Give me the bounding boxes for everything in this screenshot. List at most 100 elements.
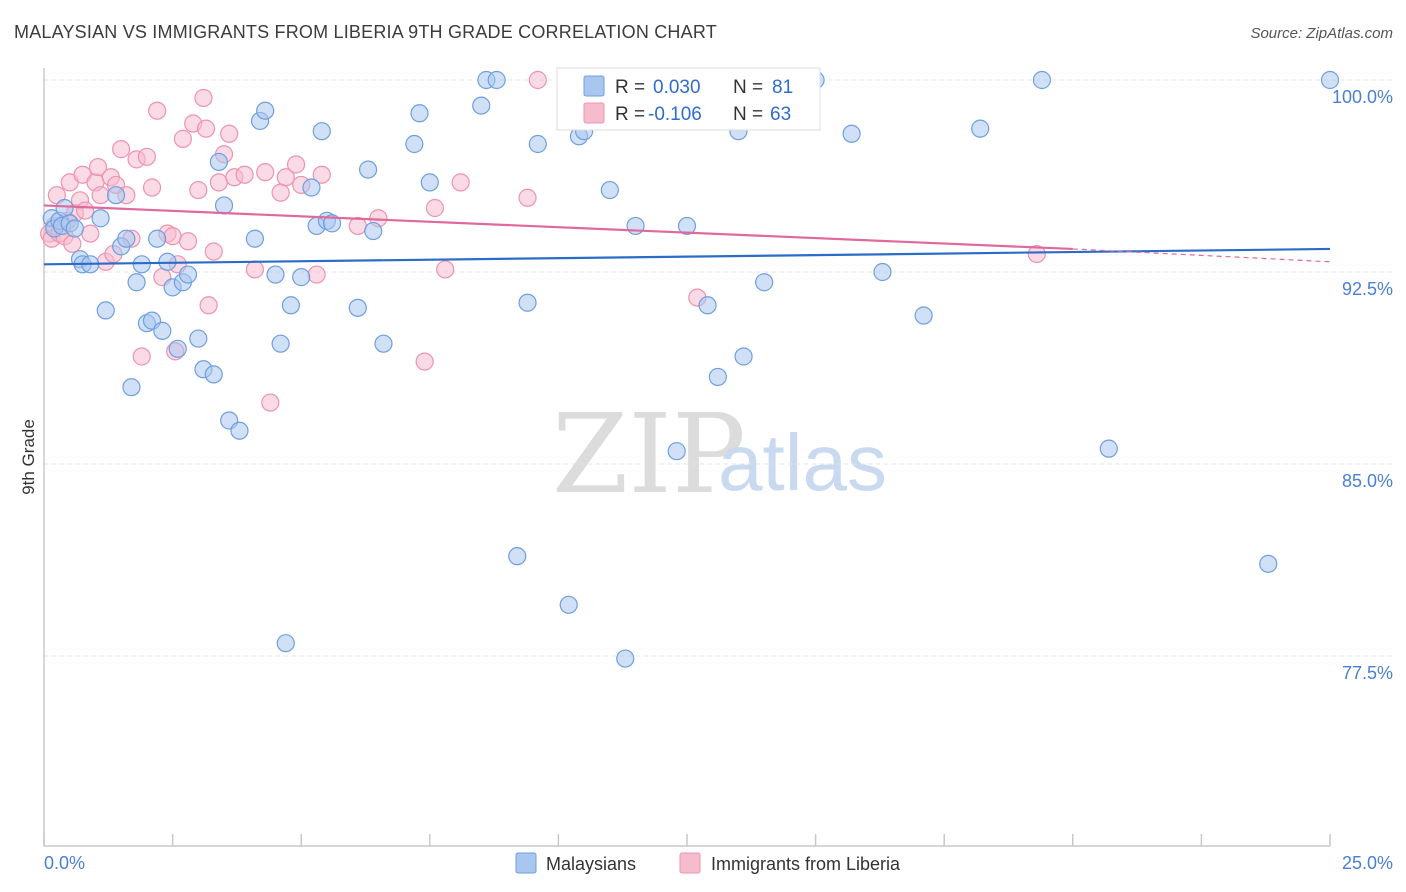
malaysian-point [405,134,424,154]
y-tick-label: 77.5% [1342,663,1393,683]
liberia-point [196,119,216,138]
legend-n-value-liberia: 63 [770,104,791,125]
malaysian-point [292,268,311,287]
malaysian-point [842,124,861,143]
legend-swatch-liberia [583,102,605,124]
liberia-point [415,352,434,371]
liberia-point [451,173,470,192]
malaysian-point [374,334,393,353]
malaysian-point [204,365,223,384]
malaysian-point [559,595,578,614]
legend-n-label-malaysians: N = [733,77,763,98]
malaysian-point [168,339,187,358]
malaysian-point [96,301,115,320]
malaysian-point [755,273,774,292]
malaysian-point [153,321,172,340]
malaysian-point [410,104,429,123]
chart-source: Source: ZipAtlas.com [1250,25,1393,42]
malaysian-point [734,347,753,366]
y-tick-labels: 100.0% 92.5% 85.0% 77.5% [1332,87,1393,683]
malaysian-point [276,634,295,653]
malaysian-point [698,296,717,315]
liberia-point [76,201,95,220]
malaysian-point [122,378,141,397]
liberia-point [137,147,156,166]
liberia-point [256,163,275,182]
malaysian-point [616,649,635,668]
liberia-point [436,260,455,279]
malaysian-point [364,221,383,241]
malaysian-point [148,229,167,248]
malaysian-point [214,196,234,215]
series-legend-swatch-liberia [679,852,701,874]
liberia-point [261,393,280,412]
malaysian-point [600,180,619,200]
liberia-point [173,129,192,148]
malaysian-point [209,152,228,172]
liberia-point [178,232,198,251]
x-tick-label-min: 0.0% [44,853,85,873]
malaysian-point [189,329,208,348]
malaysian-point [281,296,301,315]
liberia-point [209,173,228,192]
malaysian-point [302,178,321,197]
liberia-point [312,165,331,184]
malaysian-point [322,214,342,233]
watermark: ZIP atlas [552,390,887,518]
malaysian-point [312,122,331,141]
series-malaysians-points [42,70,1340,668]
liberia-point [194,88,213,108]
liberia-point [91,186,110,205]
liberia-point [199,296,218,315]
liberia-point [88,157,108,177]
malaysian-point [245,229,265,248]
malaysian-point [677,216,697,236]
malaysian-point [230,421,249,440]
y-tick-label: 85.0% [1342,471,1393,491]
y-tick-label: 92.5% [1342,279,1393,299]
legend-r-label-liberia: R = [615,104,645,125]
malaysian-point [971,119,990,138]
malaysian-point [667,442,686,461]
liberia-point [1027,244,1046,264]
malaysian-point [178,265,198,284]
liberia-point [245,260,265,279]
liberia-point [148,101,167,120]
liberia-point [286,155,306,174]
malaysian-point [518,293,537,312]
malaysians-trend-line [43,247,1331,266]
malaysian-point [708,367,727,387]
liberia-point [163,227,182,246]
malaysian-point [358,160,378,179]
liberia-point [271,183,290,202]
malaysian-point [106,186,126,205]
watermark-zip: ZIP [552,390,746,518]
trend-lines [43,204,1331,266]
malaysian-point [1320,70,1340,90]
liberia-point [307,265,326,284]
malaysian-point [420,173,439,192]
malaysian-point [266,265,285,284]
y-axis-label: 9th Grade [19,419,38,495]
legend-r-value-malaysians: 0.030 [653,77,701,98]
malaysian-point [91,209,110,228]
malaysian-point [873,262,892,282]
legend-r-value-liberia: -0.106 [648,104,702,125]
malaysian-point [508,547,527,566]
legend-swatch-malaysians [583,75,605,97]
x-tick-label-max: 25.0% [1342,853,1393,873]
liberia-point [81,224,100,243]
series-legend-label-liberia: Immigrants from Liberia [711,854,901,874]
malaysian-point [626,216,645,236]
malaysian-point [271,334,290,353]
liberia-point [142,178,162,197]
malaysian-point [472,96,491,115]
liberia-point [235,165,254,184]
series-legend: Malaysians Immigrants from Liberia [515,852,901,874]
watermark-atlas: atlas [718,418,887,507]
liberia-point [204,242,223,261]
malaysian-point [1099,439,1118,458]
legend-r-label-malaysians: R = [615,77,645,98]
series-legend-swatch-malaysians [515,852,537,874]
